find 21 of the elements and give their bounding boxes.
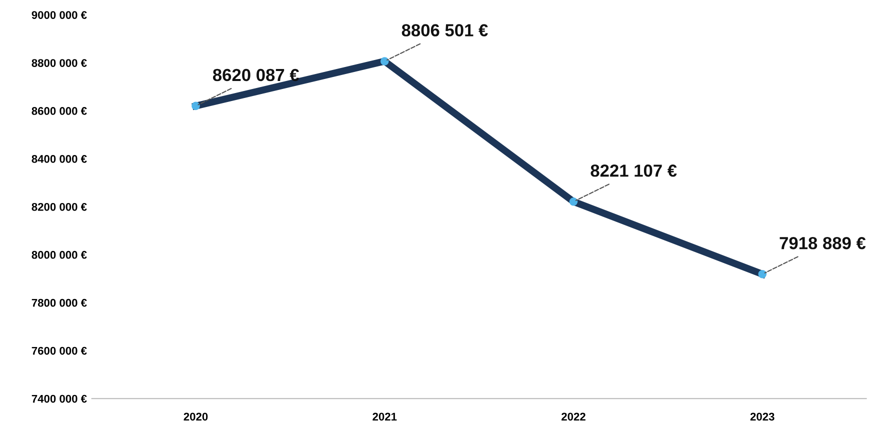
- y-tick-label: 9000 000 €: [32, 11, 87, 19]
- point: [758, 270, 767, 278]
- data-label: 8221 107 €: [590, 164, 677, 177]
- x-tick-label: 2021: [372, 412, 397, 421]
- y-tick-label: 8600 000 €: [32, 107, 87, 115]
- point: [380, 57, 389, 66]
- data-label: 8806 501 €: [402, 24, 488, 36]
- x-tick-label: 2023: [750, 412, 774, 421]
- y-tick-label: 8400 000 €: [32, 155, 87, 163]
- y-tick-label: 8000 000 €: [32, 250, 87, 259]
- x-tick-label: 2022: [562, 412, 586, 421]
- y-tick-label: 7400 000 €: [32, 394, 87, 403]
- data-label: 7918 889 €: [780, 236, 866, 250]
- point: [192, 102, 200, 110]
- x-tick-label: 2020: [184, 412, 208, 421]
- data-label: 8620 087 €: [212, 68, 300, 82]
- y-tick-label: 7600 000 €: [32, 346, 87, 355]
- y-tick-label: 8800 000 €: [32, 59, 87, 67]
- point: [569, 197, 578, 206]
- y-tick-label: 8200 000 €: [32, 202, 87, 211]
- y-tick-label: 7800 000 €: [32, 298, 87, 307]
